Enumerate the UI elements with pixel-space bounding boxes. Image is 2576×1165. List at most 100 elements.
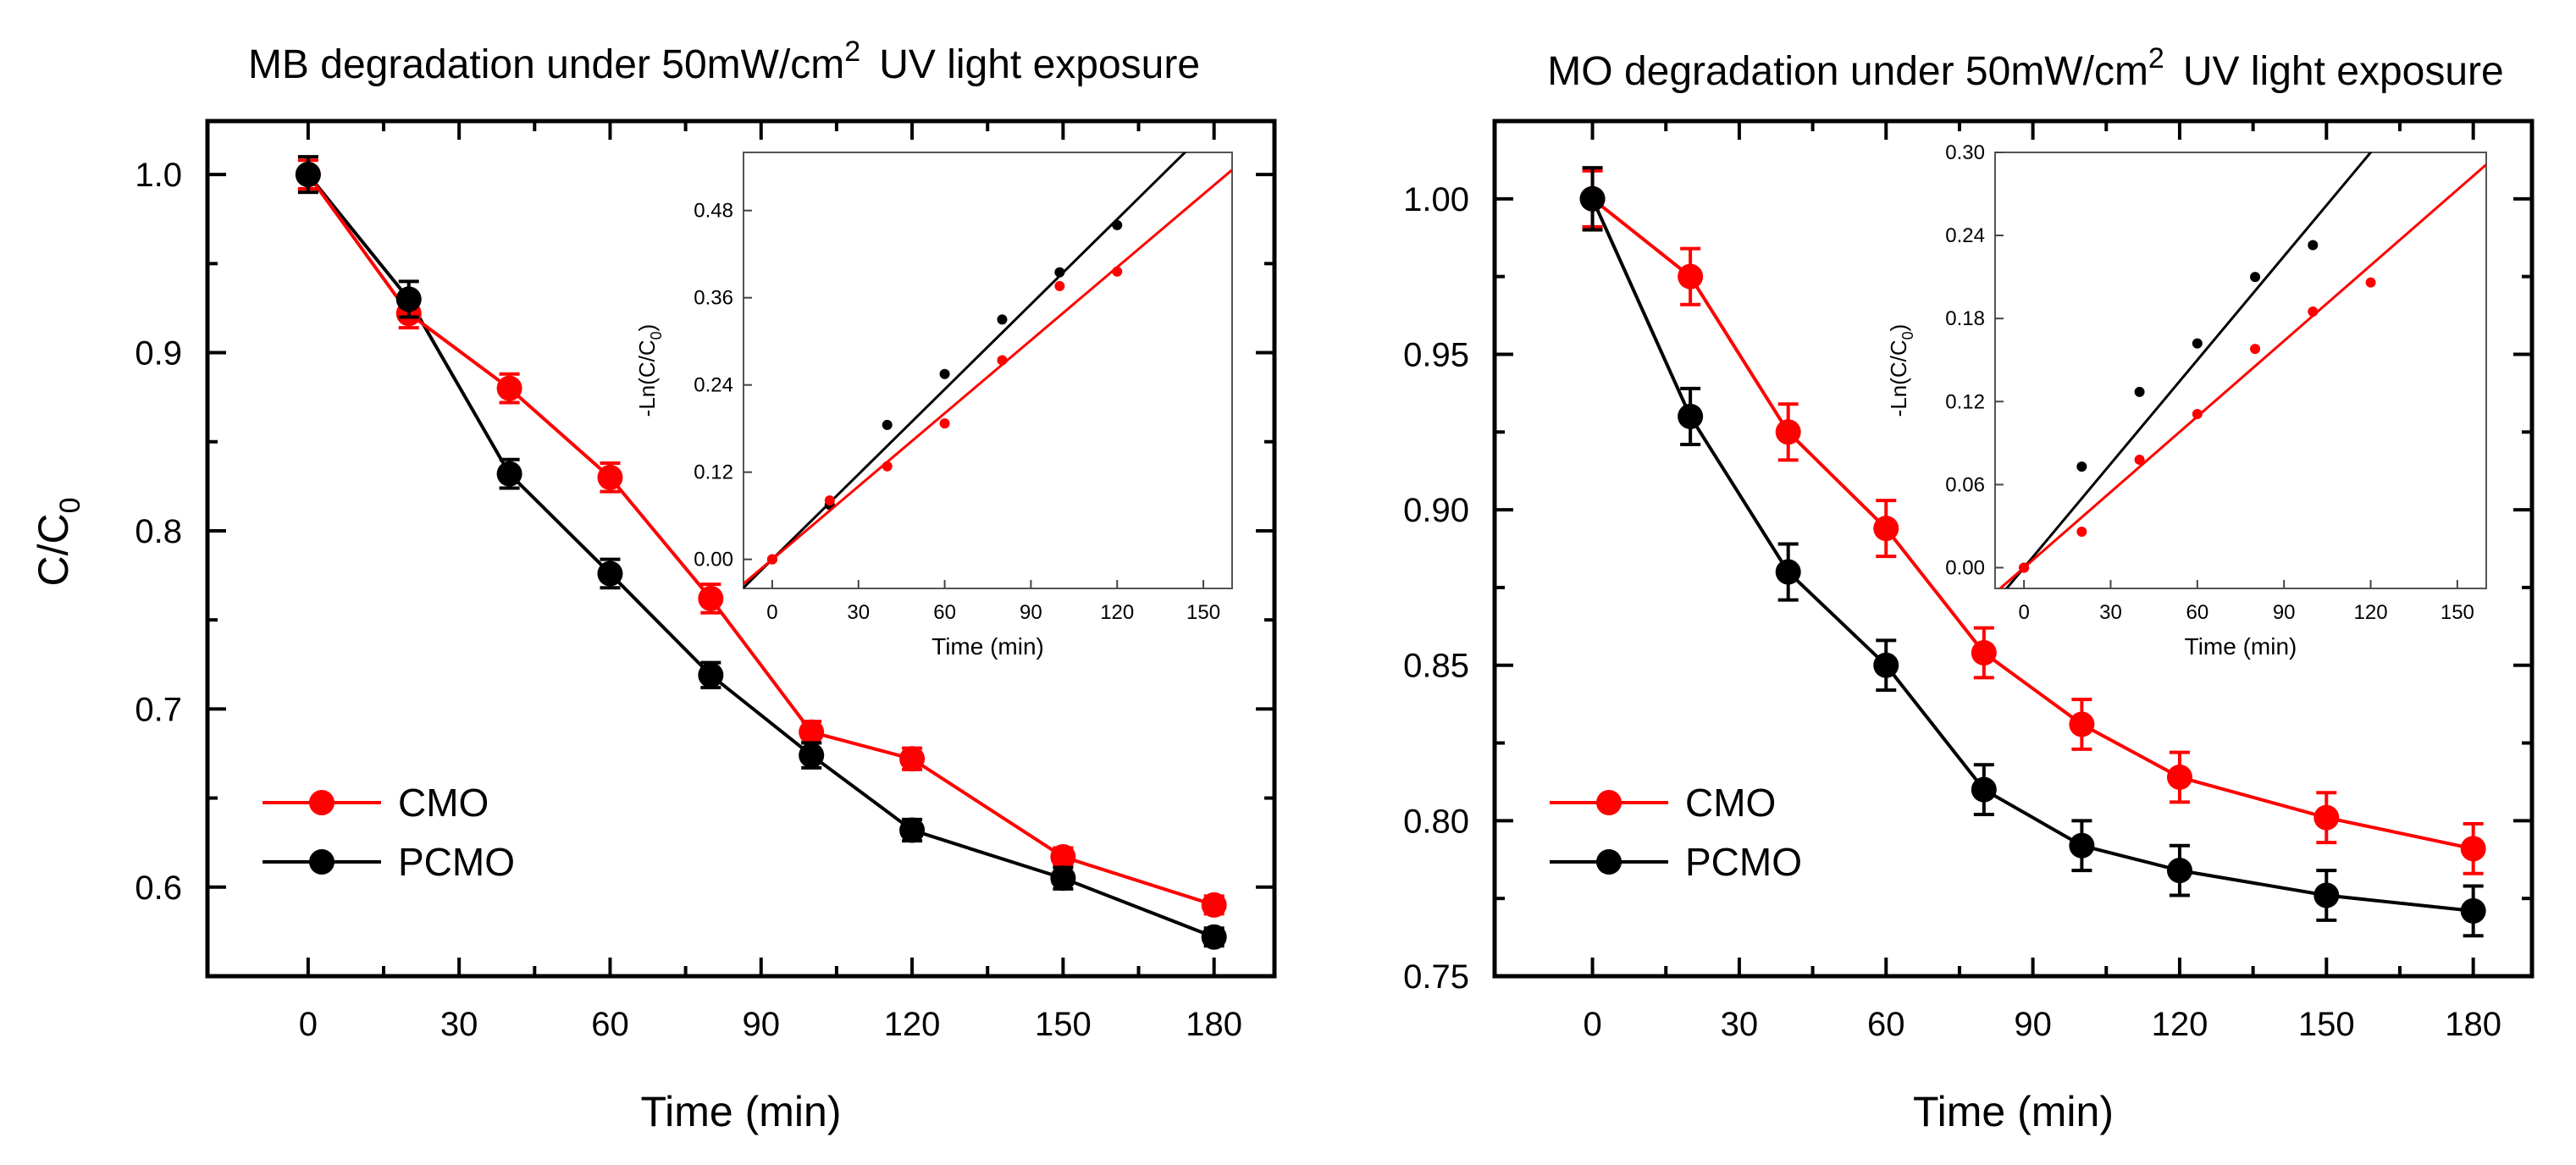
data-point-pcmo: [698, 662, 724, 688]
inset-x-tick-label: 150: [2441, 601, 2474, 624]
chart-title-main: MB degradation under 50mW/cm: [248, 42, 844, 87]
inset-x-tick-label: 90: [2273, 601, 2296, 624]
x-tick-label: 30: [440, 1006, 478, 1043]
legend-label-cmo: CMO: [398, 781, 489, 825]
inset-y-axis-label: -Ln(C/C0): [634, 324, 665, 417]
data-point-pcmo: [1050, 865, 1076, 892]
data-point-pcmo: [1579, 185, 1606, 212]
inset-fit-line-pcmo: [744, 152, 1187, 588]
plot-frame: [205, 119, 1277, 979]
inset-point-cmo: [2365, 277, 2376, 288]
data-point-pcmo: [295, 162, 321, 188]
x-tick-label: 60: [591, 1006, 629, 1043]
inset-point-cmo: [1054, 280, 1065, 291]
inset-point-pcmo: [1054, 267, 1065, 278]
inset-x-axis-label: Time (min): [2185, 633, 2297, 660]
chart-title-superscript: 2: [844, 36, 860, 68]
inset-y-tick-label: 0.00: [1945, 556, 1985, 579]
inset-x-tick-label: 60: [2186, 601, 2208, 624]
x-tick-label: 0: [1583, 1006, 1601, 1043]
legend-marker: [309, 790, 334, 815]
y-tick-label: 0.9: [135, 335, 182, 373]
chart-title-tail: UV light exposure: [2183, 49, 2504, 94]
data-point-pcmo: [1201, 924, 1227, 950]
inset-x-tick-label: 120: [2354, 601, 2388, 624]
x-tick-label: 150: [1035, 1006, 1092, 1043]
data-point-pcmo: [597, 560, 623, 587]
x-tick-label: 150: [2298, 1006, 2355, 1043]
inset-point-cmo: [2019, 562, 2030, 573]
inset-fit-line-pcmo: [2004, 152, 2373, 588]
inset-x-tick-label: 150: [1186, 601, 1220, 624]
data-point-cmo: [2166, 764, 2192, 790]
data-point-cmo: [899, 746, 926, 772]
data-point-cmo: [1873, 516, 1899, 542]
y-tick-label: 0.85: [1403, 648, 1469, 685]
inset-point-cmo: [1112, 266, 1123, 277]
data-point-pcmo: [2460, 897, 2486, 924]
inset-y-label-subscript: 0: [1899, 331, 1916, 340]
inset-point-pcmo: [2250, 272, 2261, 283]
inset-y-tick-label: 0.12: [1945, 390, 1985, 413]
data-point-pcmo: [2313, 882, 2340, 908]
data-point-cmo: [2313, 804, 2340, 831]
data-point-pcmo: [2069, 832, 2095, 859]
inset-y-tick-label: 0.30: [1945, 141, 1985, 164]
chart-panel-2: MO degradation under 50mW/cm2 UV light ex…: [1403, 42, 2535, 1135]
inset-y-tick-label: 0.18: [1945, 307, 1985, 330]
inset-frame: [1994, 152, 2487, 589]
inset-x-tick-label: 0: [766, 601, 777, 624]
legend-label-cmo: CMO: [1685, 781, 1776, 825]
data-point-pcmo: [1873, 652, 1899, 678]
inset-y-tick-label: 0.00: [694, 549, 733, 571]
inset-y-tick-label: 0.12: [694, 461, 733, 484]
inset-x-tick-label: 30: [847, 601, 870, 624]
y-tick-label: 0.90: [1403, 492, 1469, 529]
data-point-cmo: [1971, 640, 1997, 666]
data-point-pcmo: [1678, 403, 1704, 429]
data-point-cmo: [698, 585, 724, 611]
chart-title: MB degradation under 50mW/cm2 UV light ex…: [248, 36, 1200, 87]
y-tick-label: 1.00: [1403, 181, 1469, 218]
inset-fit-line-cmo: [1998, 163, 2486, 588]
data-point-pcmo: [1971, 776, 1997, 803]
inset-point-cmo: [2134, 454, 2145, 465]
inset-point-pcmo: [1112, 219, 1123, 230]
x-tick-label: 90: [743, 1006, 781, 1043]
data-point-pcmo: [799, 743, 825, 769]
y-tick-label: 0.7: [135, 691, 182, 728]
x-tick-label: 90: [2014, 1006, 2052, 1043]
data-point-pcmo: [899, 817, 926, 843]
inset-chart: 0 30 60 90 120 150 0.00 0.12 0.24 0.36 0.48 Time (m…: [634, 152, 1233, 660]
inset-y-axis-label: -Ln(C/C0): [1886, 324, 1916, 417]
inset-fit-line-cmo: [744, 168, 1232, 585]
data-point-cmo: [2460, 836, 2486, 862]
inset-y-tick-label: 0.06: [1945, 473, 1985, 496]
data-point-cmo: [1201, 892, 1227, 918]
inset-point-pcmo: [2308, 240, 2319, 251]
inset-point-cmo: [2192, 409, 2203, 419]
x-tick-label: 30: [1721, 1006, 1759, 1043]
chart-title-superscript: 2: [2148, 42, 2164, 75]
inset-y-label-main: -Ln(C/C: [1886, 340, 1911, 417]
x-tick-label: 60: [1867, 1006, 1905, 1043]
y-tick-label: 0.6: [135, 870, 182, 907]
inset-x-tick-label: 30: [2099, 601, 2122, 624]
data-point-pcmo: [2166, 858, 2192, 884]
inset-point-cmo: [997, 355, 1008, 366]
inset-x-tick-label: 120: [1100, 601, 1134, 624]
inset-y-label-close: ): [1886, 324, 1911, 332]
chart-title-tail: UV light exposure: [879, 42, 1200, 87]
inset-y-tick-label: 0.36: [694, 287, 733, 310]
y-tick-label: 0.75: [1403, 958, 1469, 996]
data-point-pcmo: [496, 461, 522, 487]
inset-y-label-main: -Ln(C/C: [634, 340, 660, 417]
inset-y-label-close: ): [634, 324, 660, 332]
inset-point-pcmo: [2134, 386, 2145, 397]
x-tick-label: 0: [299, 1006, 318, 1043]
inset-x-tick-label: 0: [2018, 601, 2029, 624]
legend-label-pcmo: PCMO: [398, 840, 515, 884]
inset-x-tick-label: 60: [933, 601, 956, 624]
legend-label-pcmo: PCMO: [1685, 840, 1802, 884]
